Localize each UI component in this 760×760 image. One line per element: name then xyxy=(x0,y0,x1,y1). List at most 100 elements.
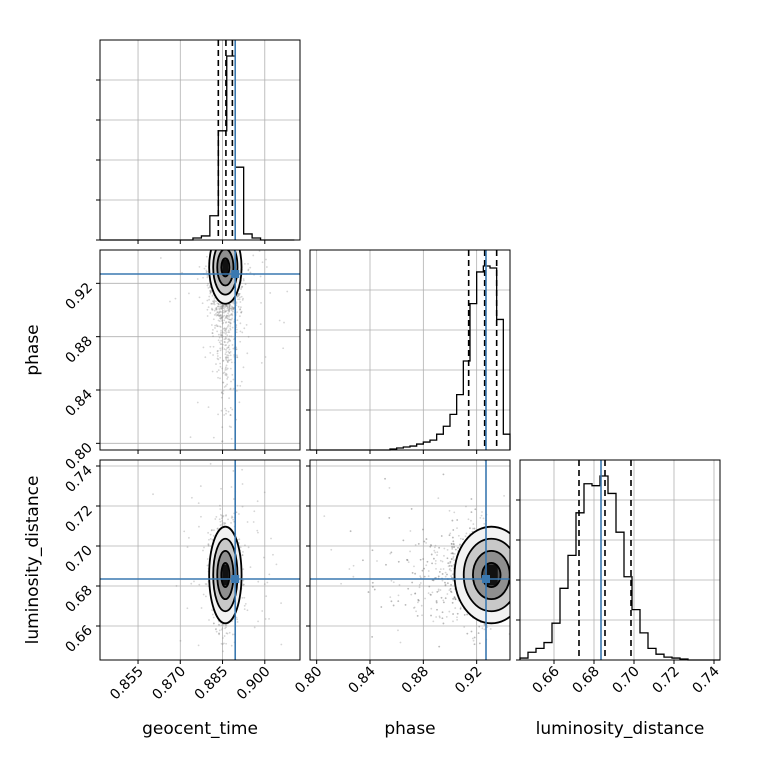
sample-point xyxy=(448,564,451,567)
sample-point xyxy=(218,632,220,635)
sample-point xyxy=(371,635,374,638)
sample-point xyxy=(228,314,231,317)
sample-point xyxy=(179,639,182,642)
sample-point xyxy=(228,352,231,354)
sample-point xyxy=(214,518,217,520)
sample-point xyxy=(226,305,228,308)
contour-line xyxy=(220,562,231,588)
sample-point xyxy=(240,380,243,383)
sample-point xyxy=(239,546,242,549)
sample-point xyxy=(449,587,452,590)
sample-point xyxy=(224,310,226,313)
sample-point xyxy=(227,346,230,348)
sample-point xyxy=(466,378,468,380)
sample-point xyxy=(446,582,449,585)
sample-point xyxy=(449,560,452,563)
sample-point xyxy=(463,614,466,616)
sample-point xyxy=(225,327,228,330)
sample-point xyxy=(236,618,239,621)
sample-point xyxy=(207,543,210,546)
y-tick-label: 0.70 xyxy=(62,543,95,576)
sample-point xyxy=(206,315,209,317)
sample-point xyxy=(348,568,351,570)
sample-point xyxy=(229,367,232,370)
sample-point xyxy=(452,557,455,559)
sample-point xyxy=(452,597,455,600)
sample-point xyxy=(220,396,223,399)
sample-point xyxy=(209,533,212,536)
sample-point xyxy=(227,318,230,321)
sample-point xyxy=(226,347,229,350)
sample-point xyxy=(226,306,229,308)
sample-point xyxy=(248,407,250,409)
sample-point xyxy=(435,601,438,604)
sample-point xyxy=(224,344,227,347)
sample-point xyxy=(225,626,227,629)
sample-point xyxy=(221,319,224,322)
hist-panel-luminosity-distance: 0.66 0.68 0.70 0.72 0.74 xyxy=(516,459,723,697)
sample-point xyxy=(414,592,417,595)
sample-point xyxy=(224,306,227,309)
sample-point xyxy=(222,343,224,346)
sample-point xyxy=(280,643,283,646)
sample-point xyxy=(404,603,407,606)
sample-point xyxy=(607,529,609,531)
sample-point xyxy=(450,558,453,561)
sample-point xyxy=(220,343,223,345)
sample-point xyxy=(450,552,453,555)
sample-point xyxy=(264,618,267,620)
truth-marker xyxy=(231,575,240,583)
sample-point xyxy=(441,560,444,563)
sample-point xyxy=(216,314,219,316)
sample-point xyxy=(186,546,189,549)
sample-point xyxy=(238,229,240,231)
sample-point xyxy=(228,304,231,307)
sample-point xyxy=(227,354,230,357)
sample-point xyxy=(483,623,486,626)
sample-point xyxy=(203,546,205,549)
sample-point xyxy=(452,613,454,615)
sample-point xyxy=(236,354,238,357)
sample-point xyxy=(441,617,444,620)
sample-point xyxy=(216,311,219,314)
sample-point xyxy=(217,376,219,379)
sample-point xyxy=(231,515,233,518)
sample-point xyxy=(235,616,238,619)
sample-point xyxy=(235,348,238,351)
sample-point xyxy=(444,584,447,587)
sample-point xyxy=(433,546,436,549)
sample-point xyxy=(218,307,221,310)
sample-point xyxy=(199,485,202,487)
sample-point xyxy=(444,584,447,587)
sample-point xyxy=(254,457,256,459)
sample-point xyxy=(220,391,223,394)
sample-point xyxy=(239,301,242,303)
sample-point xyxy=(389,552,392,555)
sample-point xyxy=(230,486,233,488)
sample-point xyxy=(450,543,453,545)
sample-point xyxy=(474,508,477,511)
sample-point xyxy=(215,628,217,630)
sample-point xyxy=(232,307,235,310)
sample-point xyxy=(457,546,459,549)
sample-point xyxy=(246,352,249,355)
sample-point xyxy=(228,335,231,338)
sample-point xyxy=(228,308,230,310)
sample-point xyxy=(216,325,219,328)
sample-point xyxy=(237,305,240,308)
x-tick-label: 0.72 xyxy=(649,664,682,697)
sample-point xyxy=(447,565,450,568)
sample-point xyxy=(439,559,442,562)
sample-point xyxy=(473,527,476,530)
sample-point xyxy=(198,525,200,528)
sample-point xyxy=(444,597,447,600)
sample-point xyxy=(231,373,234,376)
sample-point xyxy=(423,567,425,570)
sample-point xyxy=(243,604,246,607)
sample-point xyxy=(230,307,233,310)
sample-point xyxy=(239,384,242,387)
x-tick-label: 0.84 xyxy=(345,663,378,696)
sample-point xyxy=(217,312,220,315)
sample-point xyxy=(225,623,228,626)
sample-point xyxy=(232,306,235,309)
